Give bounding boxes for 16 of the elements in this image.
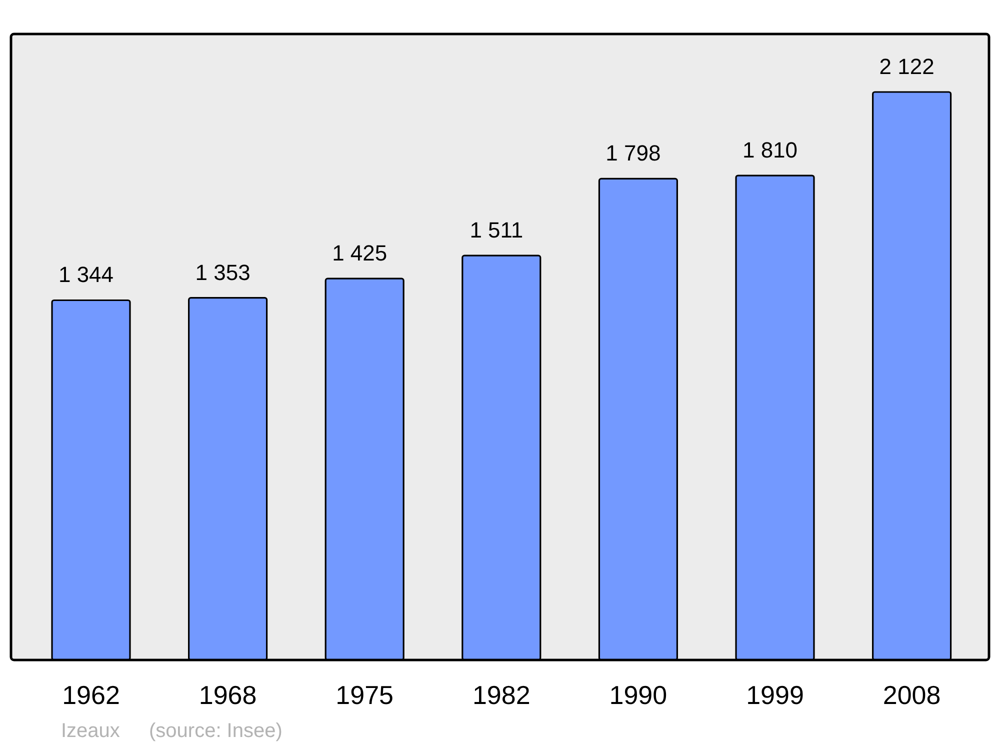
data-label: 1 344 — [58, 262, 114, 288]
x-tick-label: 2008 — [882, 680, 941, 710]
x-tick-label: 1990 — [609, 680, 668, 710]
data-label: 1 425 — [332, 240, 388, 266]
x-tick-label: 1999 — [746, 680, 804, 710]
data-label: 1 353 — [195, 260, 250, 285]
data-label: 1 798 — [606, 140, 661, 166]
text: (source: Insee) — [149, 720, 282, 742]
data-label: 2 122 — [879, 54, 934, 79]
text: Izeaux — [61, 720, 120, 742]
x-tick-label: 1962 — [62, 680, 120, 710]
x-tick-label: 1982 — [472, 680, 530, 710]
data-label: 1 511 — [470, 218, 524, 243]
data-label: 1 810 — [742, 138, 798, 163]
x-tick-label: 1975 — [336, 680, 394, 710]
x-tick-label: 1968 — [198, 680, 257, 710]
